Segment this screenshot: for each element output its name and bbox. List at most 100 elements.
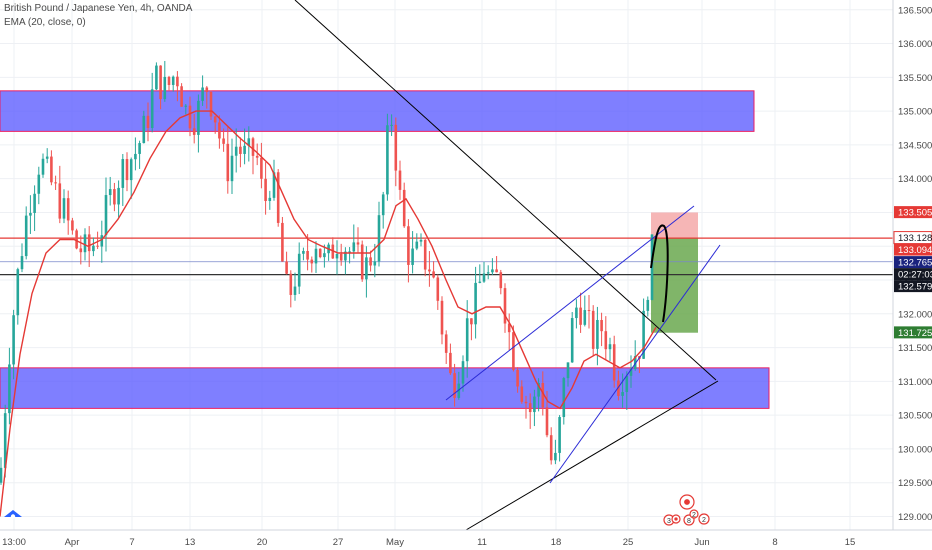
price-label-box (894, 206, 932, 219)
candle-down (213, 116, 217, 123)
candle-down (255, 155, 259, 158)
candle-up (533, 396, 536, 413)
candle-down (87, 234, 91, 252)
candle-up (348, 251, 351, 253)
y-tick-label: 134.500 (898, 140, 932, 151)
candle-up (537, 383, 540, 397)
candle-up (575, 307, 578, 319)
y-tick-label: 131.500 (898, 343, 932, 354)
y-tick-label: 134.000 (898, 174, 932, 185)
candle-up (478, 281, 482, 283)
candle-down (209, 92, 213, 117)
candle-up (155, 65, 158, 90)
candle-down (176, 76, 179, 87)
candle-up (247, 138, 251, 146)
candle-down (428, 269, 431, 272)
candle-down (79, 248, 83, 253)
candle-up (482, 273, 486, 282)
candle-up (583, 310, 587, 325)
take-profit-zone (651, 238, 698, 333)
candle-up (268, 197, 272, 202)
trendlines (294, 0, 721, 531)
tradingview-logo-icon[interactable] (3, 506, 23, 522)
x-tick-label: 15 (845, 537, 856, 548)
candle-up (323, 253, 326, 258)
candle-up (365, 257, 368, 280)
candle-down (402, 189, 406, 227)
candle-down (499, 272, 503, 289)
candle-up (629, 369, 633, 376)
event-dot (684, 499, 690, 505)
candle-down (398, 170, 402, 190)
candle-down (58, 183, 62, 219)
candle-up (344, 251, 347, 261)
candle-up (554, 452, 557, 461)
candle-down (394, 124, 398, 171)
ema-line (0, 110, 657, 517)
candle-up (373, 261, 377, 266)
candle-up (486, 272, 490, 274)
candle-up (163, 76, 167, 100)
event-count-label: 3 (667, 518, 671, 525)
x-tick-label: 25 (623, 537, 634, 548)
price-zone (0, 367, 770, 409)
channel-lower-line (549, 244, 721, 484)
candle-down (541, 383, 545, 408)
candle-down (318, 248, 322, 258)
ascending-support-line (465, 380, 719, 531)
candle-up (121, 159, 125, 188)
x-tick-label: 20 (257, 537, 268, 548)
candle-up (381, 194, 385, 216)
candle-down (205, 87, 209, 93)
candle-up (117, 187, 120, 205)
candle-down (281, 222, 284, 262)
x-tick-label: 18 (551, 537, 562, 548)
price-label-box (894, 256, 932, 269)
candle-up (411, 248, 414, 265)
x-tick-label: 7 (129, 537, 134, 548)
candle-down (579, 307, 582, 325)
candle-up (335, 254, 339, 259)
candle-down (549, 435, 553, 461)
candle-down (218, 122, 221, 139)
event-dot (674, 517, 678, 521)
candle-down (113, 189, 116, 205)
price-zone (0, 90, 755, 132)
x-tick-label: 27 (333, 537, 344, 548)
y-tick-label: 135.000 (898, 107, 932, 118)
candle-down (310, 259, 314, 264)
y-tick-label: 130.000 (898, 444, 932, 455)
candle-up (491, 269, 494, 273)
event-count-label: 2 (692, 512, 696, 519)
candle-up (377, 215, 381, 262)
candle-down (146, 115, 150, 128)
candle-up (8, 364, 11, 414)
candle-up (642, 310, 645, 359)
x-tick-label: 11 (477, 537, 487, 548)
candle-up (92, 245, 95, 252)
candle-down (503, 288, 507, 324)
candle-up (108, 189, 112, 196)
candle-up (37, 174, 41, 194)
candle-up (138, 143, 141, 154)
candle-down (159, 65, 162, 100)
candle-up (457, 383, 461, 398)
candle-up (625, 375, 629, 393)
candle-up (461, 361, 465, 384)
candle-down (432, 271, 435, 278)
time-axis-background (0, 530, 932, 550)
candle-up (197, 100, 200, 135)
candle-up (272, 172, 276, 198)
event-count-label: 2 (702, 517, 706, 524)
price-label-box (894, 280, 932, 293)
candle-down (226, 143, 230, 182)
candle-up (633, 356, 637, 370)
indicator-title: EMA (20, close, 0) (4, 17, 86, 28)
candle-up (390, 124, 393, 126)
candle-up (570, 318, 574, 363)
price-label-text: 132.579 (898, 282, 932, 293)
candle-down (407, 226, 410, 265)
candle-down (516, 369, 519, 387)
candle-up (83, 234, 87, 253)
